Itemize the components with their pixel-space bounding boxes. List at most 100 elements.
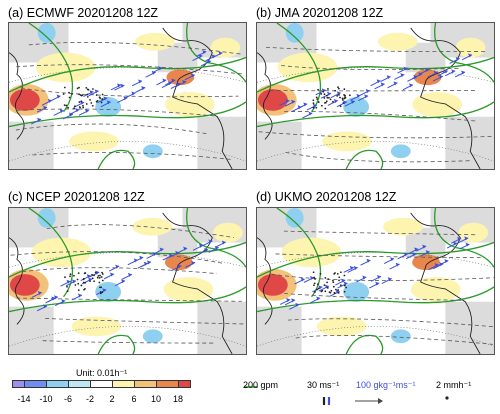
precip-dot (324, 290, 327, 293)
moisture-flux-arrow (381, 277, 392, 284)
wind-barb-legend-icon (322, 397, 331, 405)
negative-anomaly (390, 144, 411, 159)
precip-dot (341, 99, 344, 101)
precip-dot (324, 276, 327, 279)
precip-dot (73, 274, 75, 277)
precip-dot (328, 96, 330, 99)
colorbar-segment (24, 380, 47, 388)
precip-dot (95, 100, 98, 103)
positive-anomaly (277, 52, 338, 83)
precip-dot (327, 278, 330, 281)
precip-dot (69, 273, 72, 276)
precip-dot (99, 292, 102, 295)
positive-anomaly (316, 316, 367, 337)
geopotential-contour (257, 101, 494, 128)
precip-dot (339, 96, 341, 99)
precip-dot (98, 281, 101, 284)
precip-dot (336, 272, 339, 275)
colorbar-segment (112, 380, 135, 388)
precip-dot (320, 290, 323, 293)
moisture-flux-arrow (109, 264, 120, 272)
positive-anomaly (213, 222, 243, 243)
positive-anomaly (165, 92, 215, 117)
moisture-flux-arrow (302, 111, 313, 119)
precip-dot (332, 285, 335, 288)
flux-legend-label: 100 gkg⁻¹ms⁻¹ (356, 380, 416, 390)
moisture-flux-arrow (369, 281, 380, 289)
geopotential-contour (9, 286, 246, 313)
precip-dot (344, 96, 347, 99)
precip-dot (313, 276, 316, 279)
precip-dot (320, 93, 323, 95)
precip-dot (101, 291, 104, 294)
map-a (9, 23, 246, 169)
precip-dot (313, 284, 315, 287)
precip-dot (324, 107, 327, 110)
precip-dot (80, 284, 83, 287)
dashed-contour (258, 131, 494, 139)
precip-dot (101, 271, 103, 274)
moisture-flux-arrow (117, 96, 128, 104)
geopotential-contour (28, 23, 74, 113)
moisture-flux-arrow (450, 236, 462, 244)
moisture-flux-arrow (427, 70, 438, 78)
orange-anomaly (413, 69, 442, 86)
dashed-contour (265, 46, 486, 52)
moisture-flux-arrow (125, 91, 136, 99)
geopotential-contour (97, 334, 136, 354)
precip-dot (101, 98, 104, 100)
precip-dot (322, 90, 325, 93)
moisture-flux-arrow (127, 258, 138, 266)
colorbar-unit: Unit: 0.01h⁻¹ (76, 368, 128, 378)
dashed-contour (46, 224, 235, 238)
moisture-flux-arrow (175, 79, 187, 87)
moisture-flux-arrow (394, 73, 405, 80)
precip-dot (323, 97, 326, 99)
moisture-flux-arrow (397, 252, 408, 260)
precip-dot (338, 276, 341, 279)
moisture-flux-arrow (212, 51, 223, 59)
colorbar-segment (156, 380, 179, 388)
precip-dot (68, 91, 70, 94)
dashed-contour (16, 64, 242, 75)
moisture-flux-arrow (335, 278, 346, 286)
precip-dot (97, 275, 100, 277)
precip-dot (341, 97, 344, 100)
moisture-flux-arrow (445, 69, 456, 77)
precip-dot (329, 98, 332, 101)
precip-dot (78, 101, 81, 103)
precip-dot (69, 275, 71, 278)
precip-dot (312, 106, 315, 109)
precip-dot (312, 99, 315, 102)
moisture-flux-arrow (397, 66, 408, 74)
dashed-contour (275, 253, 482, 259)
precip-dot (94, 271, 97, 274)
negative-anomaly (95, 96, 122, 117)
precip-dot (90, 102, 93, 104)
precip-dot (313, 282, 316, 285)
colorbar-tick-label: 18 (172, 394, 184, 404)
positive-anomaly (383, 217, 423, 236)
precip-dot (330, 289, 333, 292)
precip-dot (74, 105, 76, 108)
negative-anomaly (37, 208, 56, 228)
geopotential-contour (276, 23, 322, 113)
precip-dot (339, 271, 342, 274)
precip-dot (338, 93, 340, 96)
precip-dot (101, 273, 104, 275)
moisture-flux-arrow (419, 250, 430, 257)
map-b (257, 23, 494, 169)
coastline (9, 237, 25, 325)
precip-dot (93, 280, 95, 283)
geopotential-contour (434, 23, 494, 83)
panel-title-b: (b) JMA 20201208 12Z (256, 6, 384, 20)
moisture-flux-arrow (176, 246, 188, 254)
precip-dot (82, 281, 85, 284)
dashed-contour (16, 108, 218, 117)
moisture-flux-arrow (202, 239, 213, 247)
dashed-contour (45, 318, 246, 325)
moisture-flux-arrow (289, 302, 300, 310)
moisture-flux-arrow (294, 277, 305, 285)
moisture-flux-arrow (131, 79, 143, 87)
moisture-flux-arrow (152, 66, 163, 74)
